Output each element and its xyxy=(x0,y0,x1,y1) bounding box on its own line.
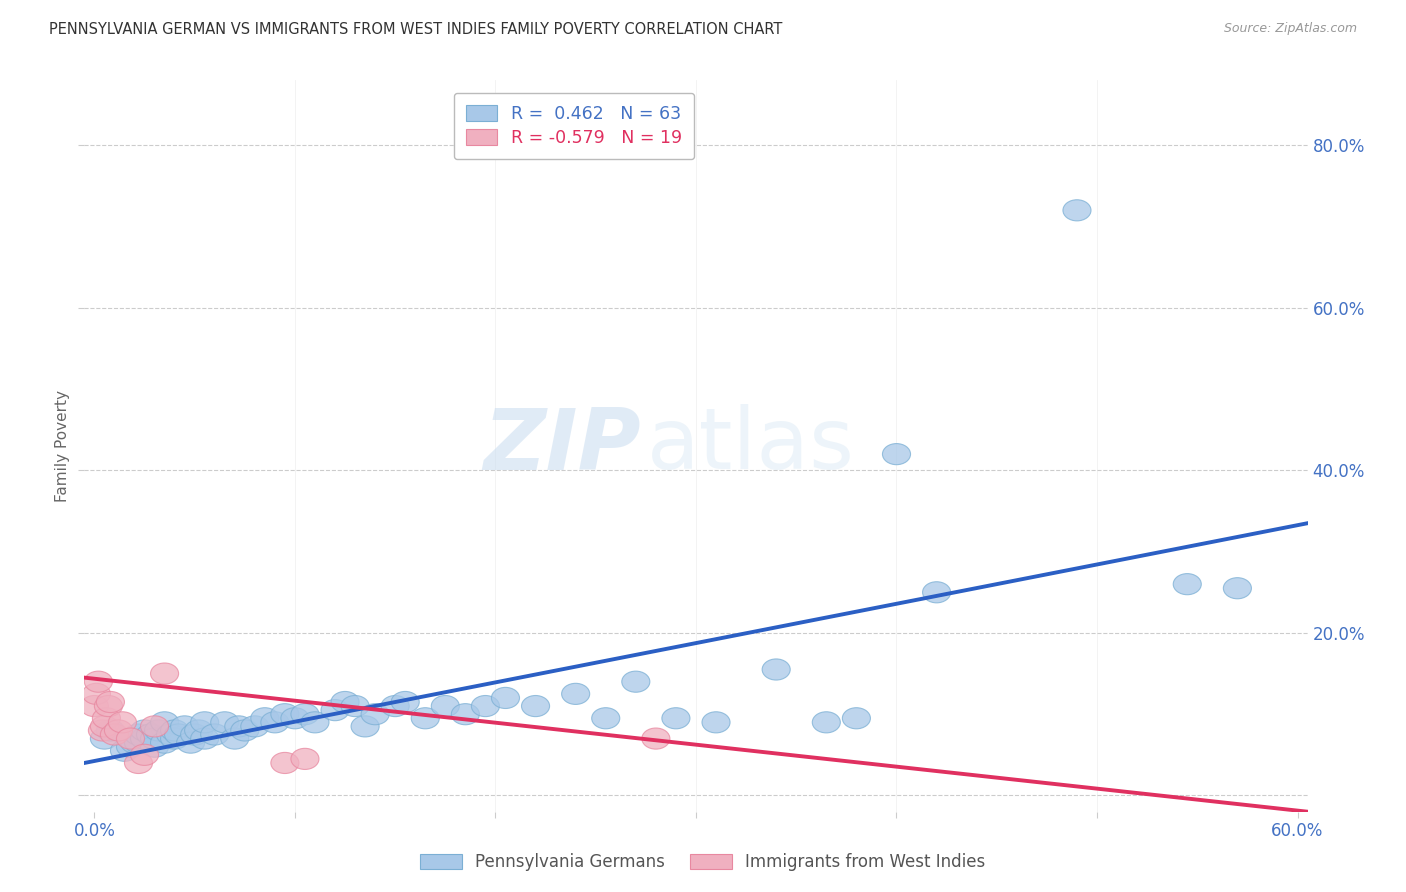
Ellipse shape xyxy=(97,720,125,741)
Ellipse shape xyxy=(141,736,169,757)
Ellipse shape xyxy=(522,696,550,716)
Ellipse shape xyxy=(225,715,253,737)
Ellipse shape xyxy=(94,696,122,716)
Ellipse shape xyxy=(1223,578,1251,599)
Ellipse shape xyxy=(342,696,370,716)
Ellipse shape xyxy=(150,663,179,684)
Ellipse shape xyxy=(131,744,159,765)
Ellipse shape xyxy=(121,732,149,753)
Ellipse shape xyxy=(762,659,790,680)
Ellipse shape xyxy=(271,704,299,725)
Ellipse shape xyxy=(191,728,219,749)
Ellipse shape xyxy=(1173,574,1201,595)
Ellipse shape xyxy=(184,720,212,741)
Ellipse shape xyxy=(180,724,208,745)
Ellipse shape xyxy=(156,724,184,745)
Ellipse shape xyxy=(125,732,152,753)
Ellipse shape xyxy=(111,740,139,762)
Ellipse shape xyxy=(842,707,870,729)
Ellipse shape xyxy=(125,724,152,745)
Ellipse shape xyxy=(561,683,589,705)
Ellipse shape xyxy=(131,720,159,741)
Ellipse shape xyxy=(117,728,145,749)
Ellipse shape xyxy=(221,728,249,749)
Ellipse shape xyxy=(125,752,152,773)
Ellipse shape xyxy=(160,720,188,741)
Ellipse shape xyxy=(165,724,193,745)
Ellipse shape xyxy=(451,704,479,725)
Ellipse shape xyxy=(108,712,136,733)
Ellipse shape xyxy=(301,712,329,733)
Ellipse shape xyxy=(702,712,730,733)
Y-axis label: Family Poverty: Family Poverty xyxy=(55,390,70,502)
Ellipse shape xyxy=(83,683,111,705)
Legend: Pennsylvania Germans, Immigrants from West Indies: Pennsylvania Germans, Immigrants from We… xyxy=(412,845,994,880)
Ellipse shape xyxy=(330,691,359,713)
Ellipse shape xyxy=(250,707,278,729)
Ellipse shape xyxy=(131,728,159,749)
Legend: R =  0.462   N = 63, R = -0.579   N = 19: R = 0.462 N = 63, R = -0.579 N = 19 xyxy=(454,93,695,159)
Ellipse shape xyxy=(160,728,188,749)
Ellipse shape xyxy=(201,724,229,745)
Ellipse shape xyxy=(361,704,389,725)
Ellipse shape xyxy=(411,707,439,729)
Ellipse shape xyxy=(211,712,239,733)
Ellipse shape xyxy=(922,582,950,603)
Ellipse shape xyxy=(262,712,288,733)
Ellipse shape xyxy=(391,691,419,713)
Ellipse shape xyxy=(117,736,145,757)
Ellipse shape xyxy=(141,715,169,737)
Ellipse shape xyxy=(104,720,132,741)
Ellipse shape xyxy=(170,715,198,737)
Ellipse shape xyxy=(641,728,669,749)
Ellipse shape xyxy=(89,720,117,741)
Ellipse shape xyxy=(662,707,690,729)
Ellipse shape xyxy=(291,704,319,725)
Ellipse shape xyxy=(90,728,118,749)
Ellipse shape xyxy=(93,707,121,729)
Ellipse shape xyxy=(84,671,112,692)
Text: ZIP: ZIP xyxy=(484,404,641,488)
Ellipse shape xyxy=(1063,200,1091,221)
Ellipse shape xyxy=(136,724,165,745)
Ellipse shape xyxy=(621,671,650,692)
Ellipse shape xyxy=(150,732,179,753)
Ellipse shape xyxy=(100,724,128,745)
Ellipse shape xyxy=(231,720,259,741)
Ellipse shape xyxy=(150,712,179,733)
Ellipse shape xyxy=(271,752,299,773)
Ellipse shape xyxy=(432,696,460,716)
Text: PENNSYLVANIA GERMAN VS IMMIGRANTS FROM WEST INDIES FAMILY POVERTY CORRELATION CH: PENNSYLVANIA GERMAN VS IMMIGRANTS FROM W… xyxy=(49,22,783,37)
Ellipse shape xyxy=(592,707,620,729)
Ellipse shape xyxy=(240,715,269,737)
Ellipse shape xyxy=(141,728,169,749)
Ellipse shape xyxy=(321,699,349,721)
Ellipse shape xyxy=(813,712,841,733)
Ellipse shape xyxy=(145,720,173,741)
Ellipse shape xyxy=(883,443,911,465)
Ellipse shape xyxy=(90,715,118,737)
Ellipse shape xyxy=(352,715,380,737)
Ellipse shape xyxy=(97,691,125,713)
Ellipse shape xyxy=(80,696,108,716)
Ellipse shape xyxy=(177,732,205,753)
Ellipse shape xyxy=(471,696,499,716)
Ellipse shape xyxy=(291,748,319,770)
Text: atlas: atlas xyxy=(647,404,855,488)
Ellipse shape xyxy=(492,688,519,708)
Ellipse shape xyxy=(281,707,309,729)
Ellipse shape xyxy=(381,696,409,716)
Ellipse shape xyxy=(191,712,219,733)
Text: Source: ZipAtlas.com: Source: ZipAtlas.com xyxy=(1223,22,1357,36)
